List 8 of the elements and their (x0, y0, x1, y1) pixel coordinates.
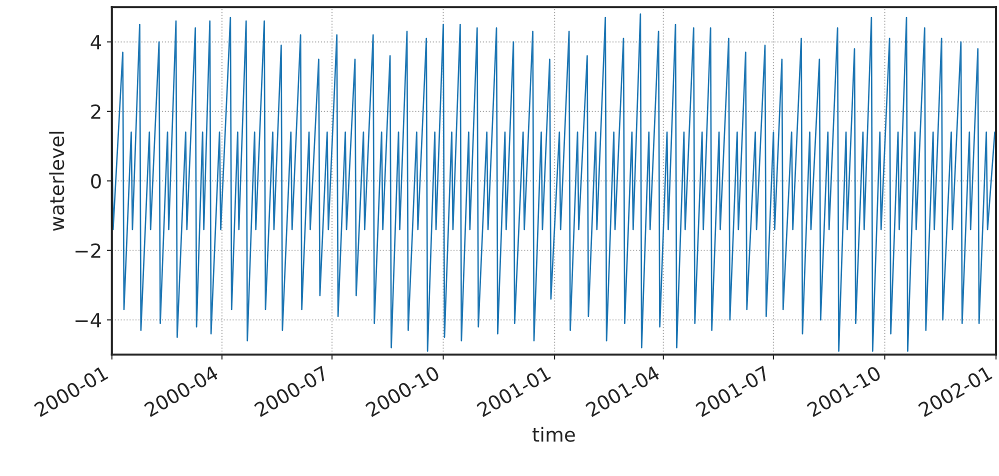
y-tick-label: −2 (76, 243, 100, 258)
y-tick-label: 4 (90, 35, 102, 50)
y-tick-label: 2 (91, 104, 100, 119)
line-series (112, 13, 996, 352)
y-tick-label: 0 (91, 174, 101, 189)
x-axis-title: time (532, 426, 575, 442)
y-axis-title: waterlevel (49, 132, 64, 231)
y-tick-label: −4 (76, 313, 102, 328)
